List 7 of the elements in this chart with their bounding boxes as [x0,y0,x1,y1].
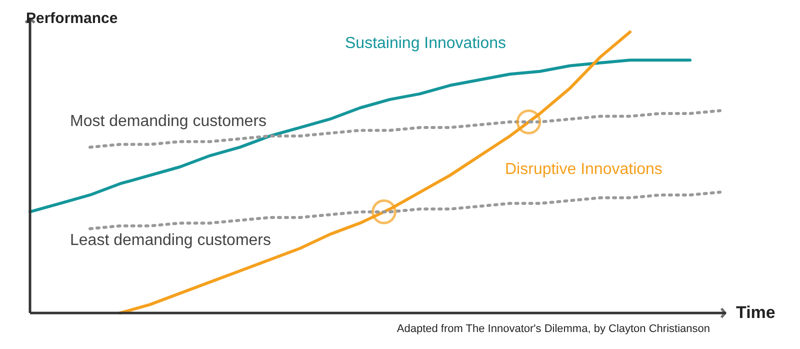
series-label: Disruptive Innovations [505,161,662,178]
text: Adapted from The Innovator's Dilemma, by Clayton Christianson [396,323,710,335]
series-label: Sustaining Innovations [345,35,506,52]
series-label: Least demanding customers [70,232,271,249]
series-label: Most demanding customers [70,113,267,130]
x-axis-title: Time [736,303,776,322]
y-axis-title: Performance [26,10,118,27]
